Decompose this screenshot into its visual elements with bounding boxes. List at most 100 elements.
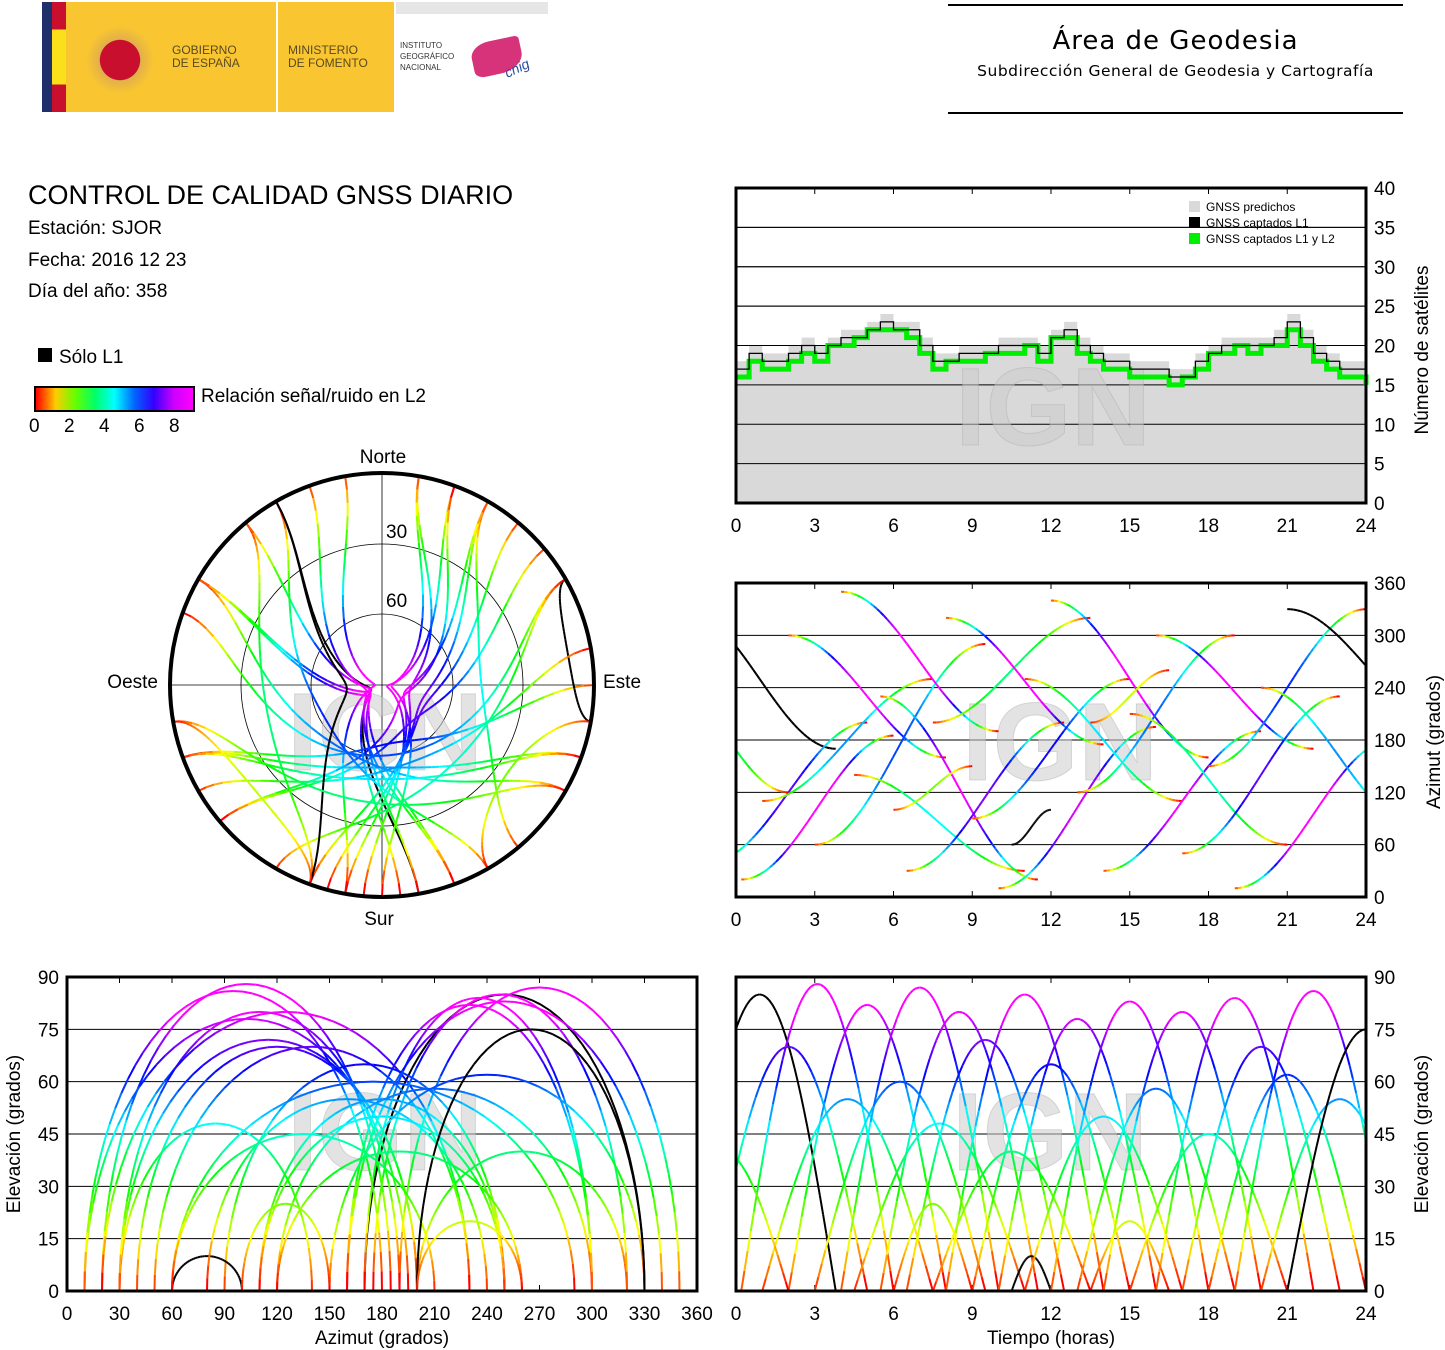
track-segment — [203, 1122, 210, 1126]
track-segment — [372, 779, 382, 788]
track-segment — [372, 765, 378, 777]
track-segment — [482, 701, 486, 709]
track-segment — [330, 685, 338, 690]
track-segment — [411, 680, 417, 686]
track-segment — [1043, 682, 1049, 687]
track-segment — [365, 676, 370, 681]
track-segment — [445, 742, 454, 749]
track-segment — [485, 811, 489, 817]
track-segment — [1063, 602, 1068, 606]
track-segment — [914, 800, 918, 804]
track-segment — [372, 684, 376, 688]
track-segment — [817, 749, 823, 755]
track-segment — [759, 871, 764, 875]
track-segment — [766, 866, 771, 871]
track-segment — [720, 860, 723, 861]
track-segment — [342, 606, 345, 619]
track-segment — [520, 779, 531, 783]
track-segment — [899, 634, 905, 640]
track-segment — [1006, 867, 1011, 871]
track-segment — [324, 845, 334, 856]
track-segment — [281, 760, 291, 765]
track-segment — [239, 1279, 242, 1283]
track-segment — [994, 645, 1000, 651]
track-segment — [1026, 831, 1029, 834]
track-segment — [1060, 601, 1065, 605]
track-segment — [307, 632, 316, 644]
track-segment — [333, 771, 345, 778]
track-segment — [312, 497, 317, 511]
track-segment — [390, 715, 396, 723]
track-segment — [416, 638, 421, 648]
x-tick-label: 9 — [967, 910, 978, 931]
track-segment — [1004, 859, 1010, 865]
track-segment — [1060, 827, 1065, 835]
track-segment — [879, 611, 885, 617]
track-segment — [303, 588, 309, 600]
track-segment — [905, 707, 911, 713]
track-segment — [1050, 686, 1055, 691]
track-segment — [350, 676, 357, 682]
track-segment — [327, 735, 332, 744]
track-segment — [867, 742, 872, 747]
track-segment — [205, 627, 215, 638]
track-segment — [988, 728, 993, 732]
track-segment — [356, 774, 366, 779]
track-segment — [248, 759, 258, 764]
track-segment — [1138, 779, 1144, 784]
track-segment — [405, 804, 417, 813]
track-segment — [481, 500, 489, 513]
track-segment — [810, 811, 816, 818]
track-segment — [357, 690, 363, 693]
track-segment — [315, 627, 321, 637]
track-segment — [1030, 734, 1036, 739]
track-segment — [292, 544, 298, 556]
track-segment — [424, 816, 435, 824]
track-segment — [408, 683, 413, 688]
track-segment — [375, 744, 382, 748]
track-segment — [407, 758, 412, 770]
track-segment — [340, 845, 350, 858]
track-segment — [467, 1259, 471, 1276]
track-segment — [920, 795, 924, 799]
track-segment — [1099, 766, 1105, 773]
track-segment — [439, 765, 448, 768]
track-segment — [950, 771, 954, 775]
track-segment — [284, 701, 293, 710]
track-segment — [351, 706, 357, 715]
track-segment — [784, 713, 789, 719]
track-segment — [429, 597, 433, 609]
track-segment — [291, 1203, 295, 1207]
track-segment — [514, 704, 526, 712]
x-tick-label: 270 — [524, 1304, 556, 1325]
track-segment — [880, 736, 885, 740]
y-tick-label: 0 — [1374, 888, 1385, 909]
track-segment — [233, 663, 242, 675]
track-segment — [1040, 637, 1046, 642]
track-segment — [368, 687, 371, 690]
track-segment — [1152, 673, 1155, 677]
track-segment — [530, 986, 540, 990]
track-segment — [340, 699, 345, 705]
track-segment — [406, 662, 412, 670]
track-segment — [713, 1259, 716, 1275]
track-segment — [886, 696, 891, 700]
track-segment — [1109, 747, 1115, 753]
track-segment — [1409, 826, 1412, 827]
track-segment — [327, 633, 333, 645]
track-segment — [1191, 849, 1196, 853]
track-segment — [435, 849, 445, 862]
track-segment — [690, 688, 693, 691]
track-segment — [283, 824, 288, 831]
track-segment — [563, 635, 567, 640]
track-segment — [339, 827, 349, 838]
track-segment — [955, 714, 960, 719]
track-segment — [400, 673, 407, 680]
track-segment — [417, 542, 422, 557]
track-segment — [248, 617, 260, 629]
area-header: Área de Geodesia Subdirección General de… — [948, 4, 1403, 114]
track-segment — [784, 846, 790, 853]
track-segment — [444, 772, 454, 777]
track-segment — [370, 842, 377, 857]
track-segment — [1140, 682, 1144, 686]
